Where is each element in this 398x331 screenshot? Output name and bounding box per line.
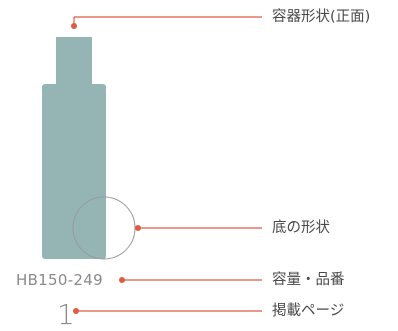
leader-page [73,308,262,314]
leader-container-shape [71,16,262,29]
bottom-shape-label: 底の形状 [272,220,330,236]
leader-bottom-shape [135,225,262,231]
bottle-body [42,84,106,259]
product-code: HB150-249 [16,271,103,289]
bottle-neck [56,37,92,87]
leader-capacity-code [119,277,262,283]
page-number: 1 [57,298,75,331]
container-shape-label: 容器形状(正面) [272,9,371,25]
page-label: 掲載ページ [272,303,345,319]
capacity-code-label: 容量・品番 [272,272,345,288]
